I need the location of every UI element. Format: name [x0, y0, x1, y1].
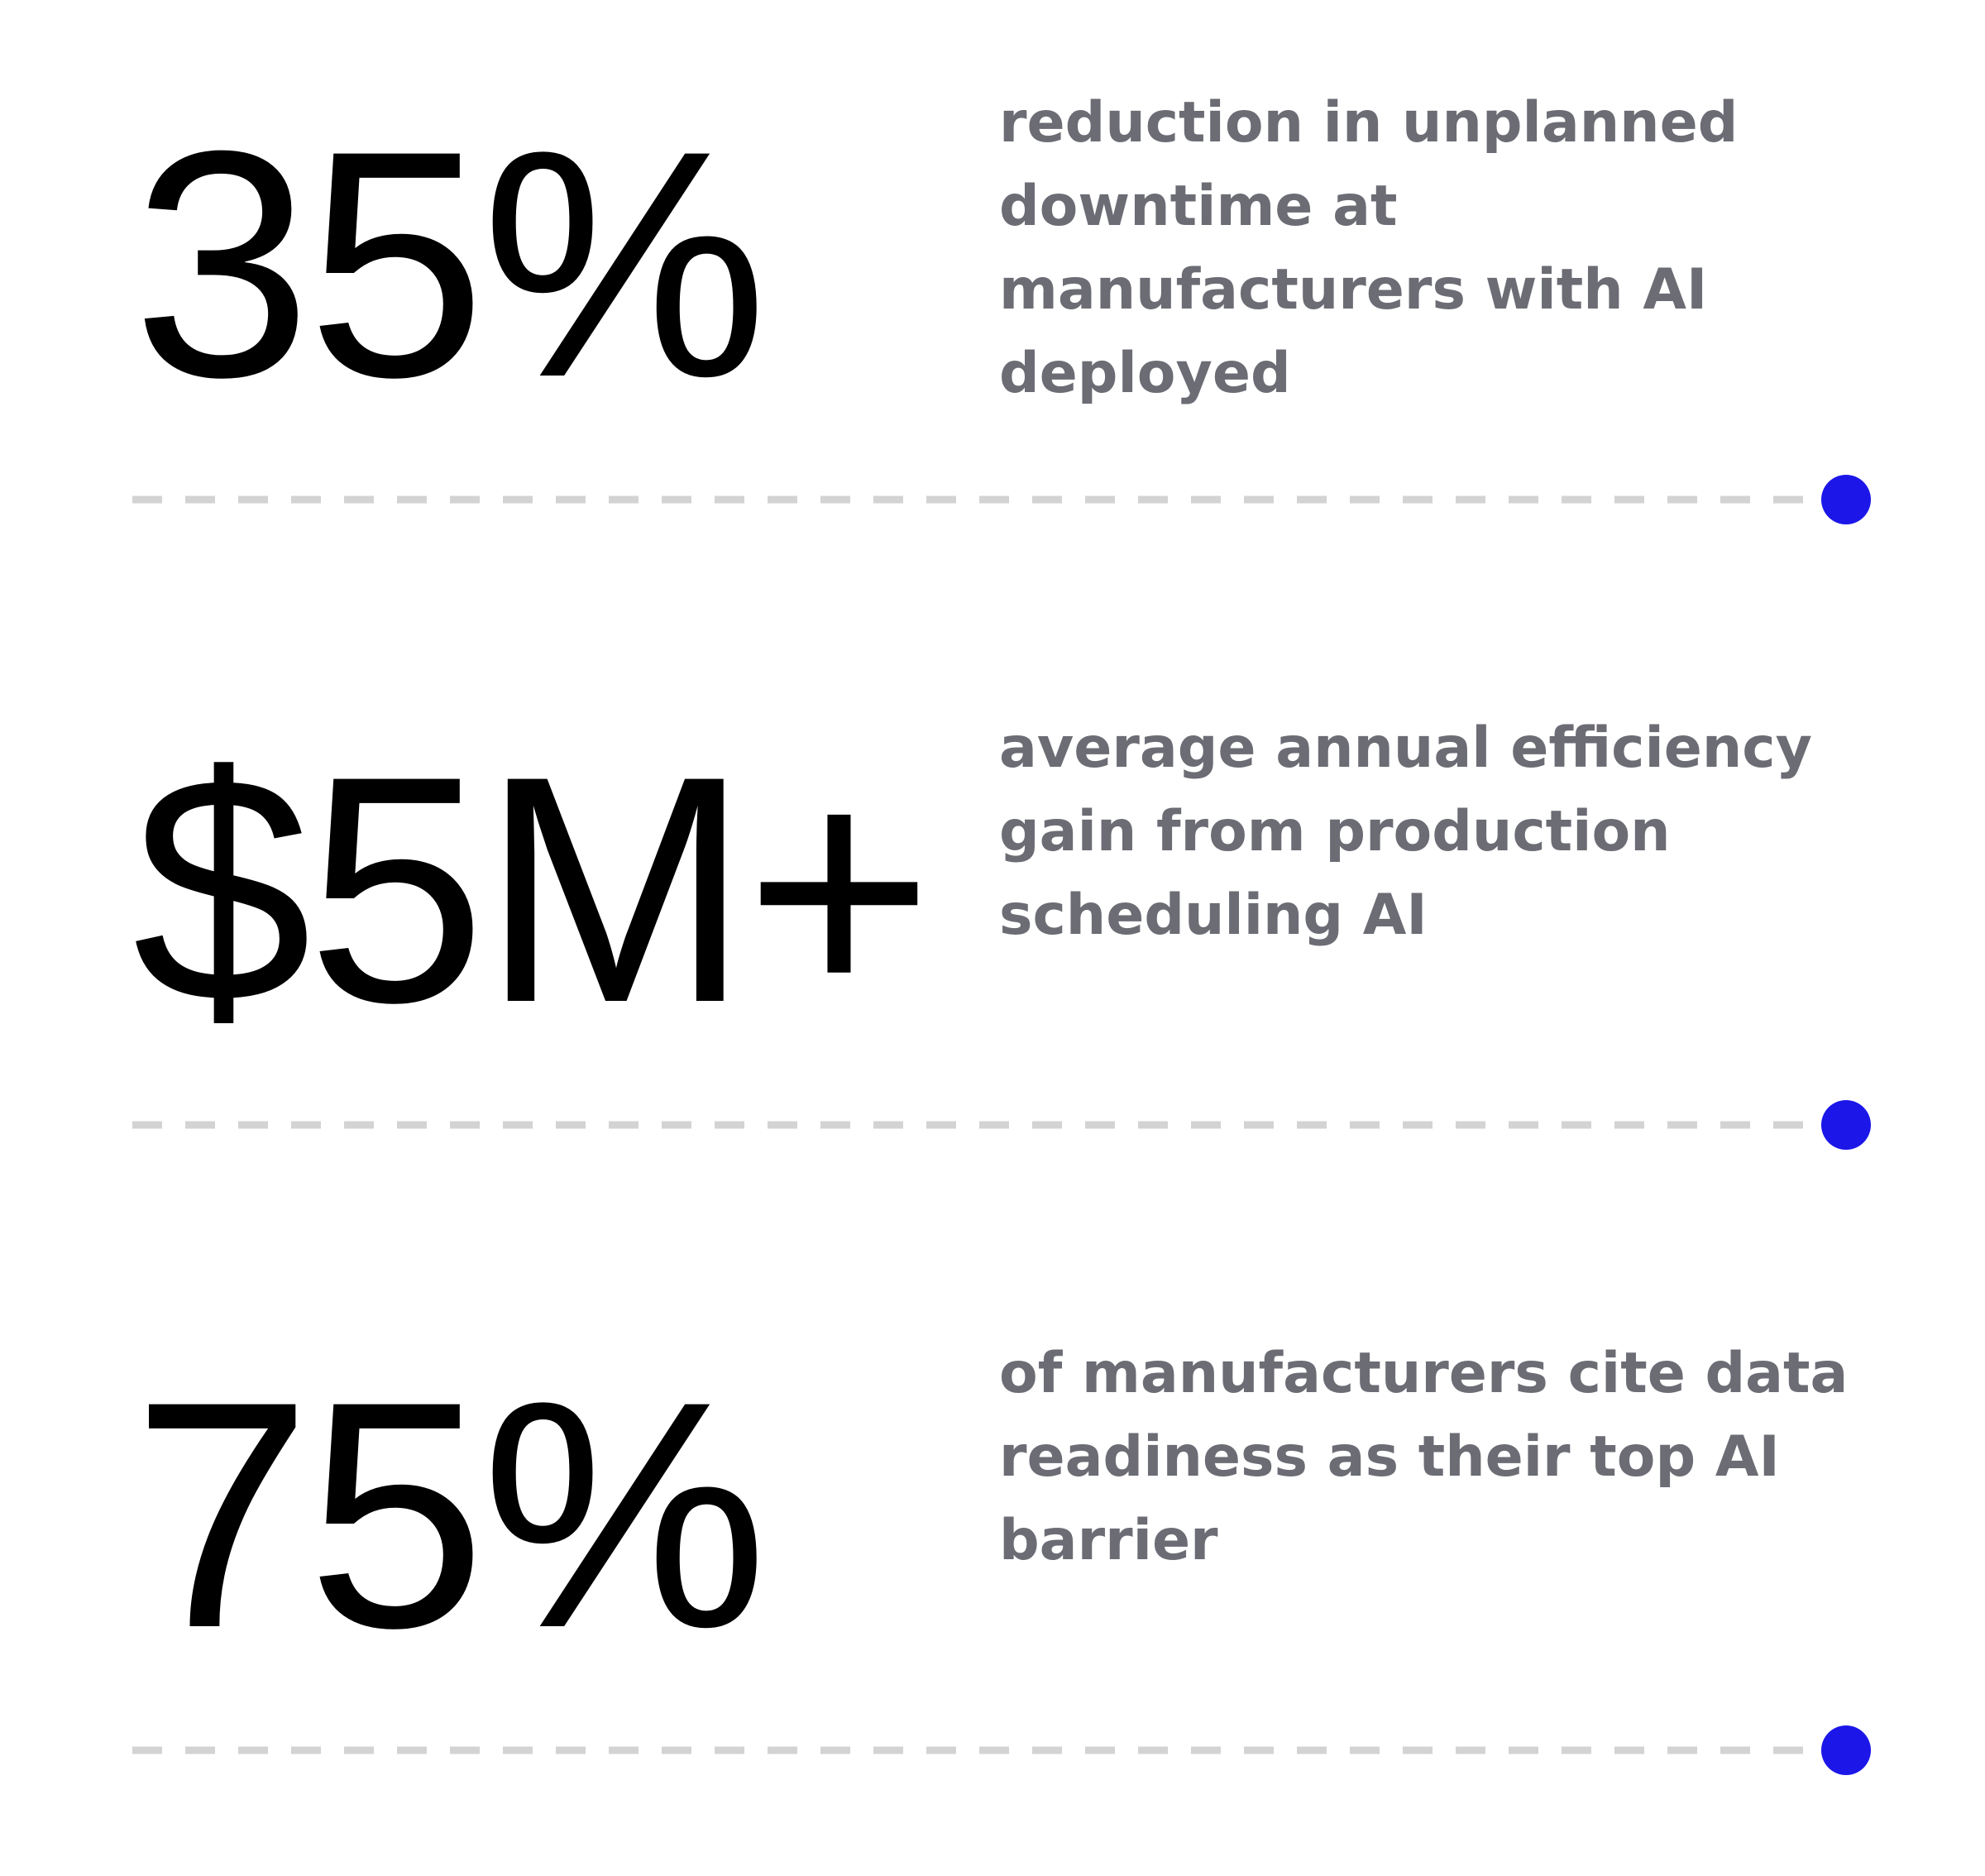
- stat-item: 75% of manufacturers cite data readiness…: [0, 1251, 1985, 1876]
- stat-description: reduction in unplanned downtime at manuf…: [999, 90, 1739, 406]
- stat-value: 35%: [132, 84, 768, 444]
- stat-item: $5M+ average annual efficiency gain from…: [0, 625, 1985, 1251]
- accent-dot: [1821, 475, 1871, 524]
- stat-item: 35% reduction in unplanned downtime at m…: [0, 0, 1985, 625]
- stat-description: average annual efficiency gain from prod…: [999, 715, 1812, 948]
- stat-description: of manufacturers cite data readiness as …: [999, 1341, 1849, 1573]
- accent-dot: [1821, 1100, 1871, 1150]
- stat-value: 75%: [132, 1334, 768, 1695]
- stat-divider: [132, 473, 1871, 526]
- stat-value: $5M+: [132, 709, 933, 1070]
- accent-dot: [1821, 1725, 1871, 1775]
- stat-divider: [132, 1098, 1871, 1151]
- stat-divider: [132, 1724, 1871, 1777]
